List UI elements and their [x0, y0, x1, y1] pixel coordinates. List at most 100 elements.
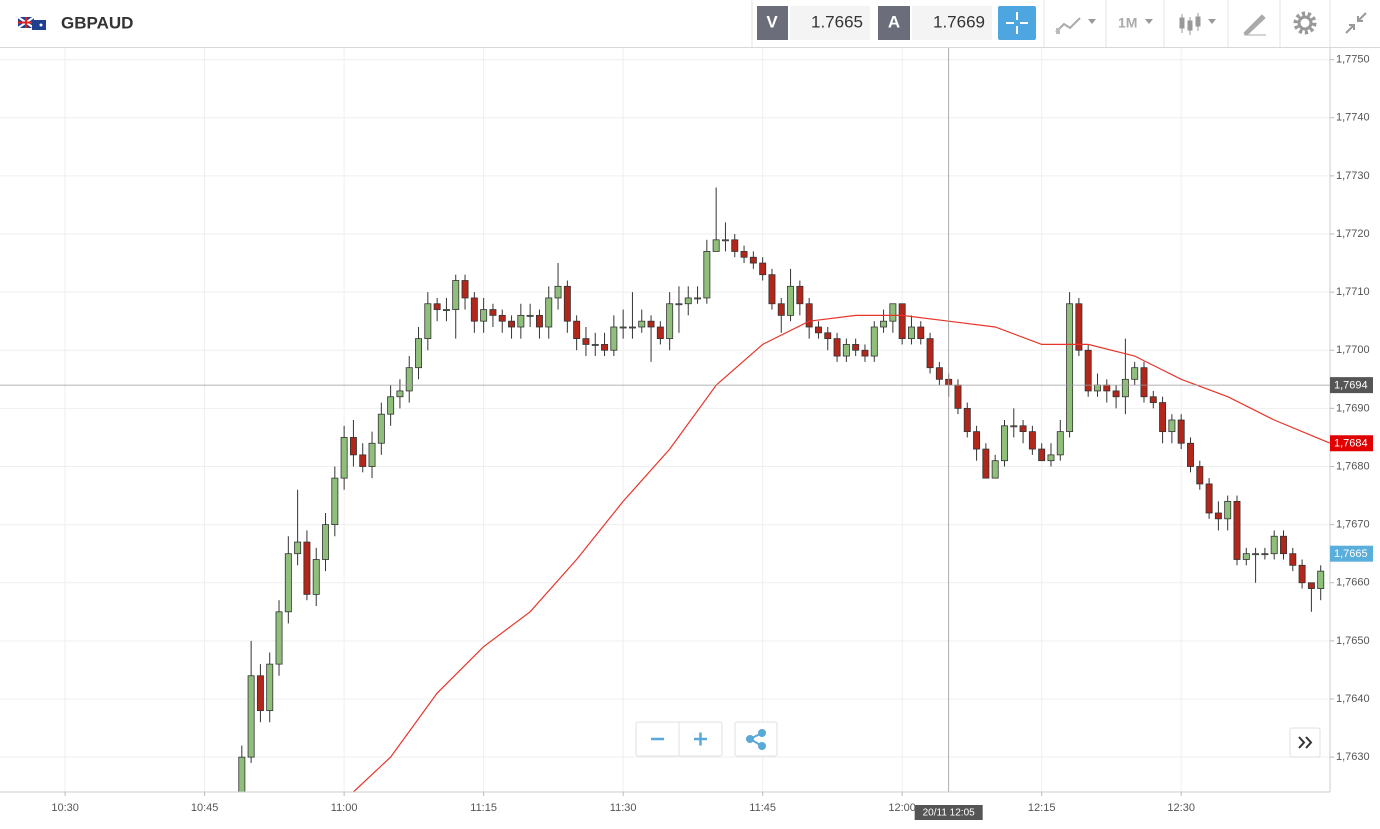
- candle-body: [1140, 367, 1148, 398]
- candle-body: [517, 314, 525, 328]
- y-tick-label: 1,7750: [1336, 54, 1370, 66]
- candle-body: [666, 303, 674, 340]
- candle-body: [1121, 378, 1129, 398]
- candle-body: [1307, 582, 1315, 589]
- candle-body: [861, 349, 869, 357]
- candle-body: [1001, 425, 1008, 462]
- candle-body: [740, 251, 748, 258]
- candle-body: [1159, 402, 1167, 433]
- grid: [0, 48, 1330, 792]
- candle-body: [582, 338, 590, 345]
- x-tick-label: 10:45: [191, 802, 219, 814]
- candle-body: [805, 303, 813, 328]
- y-tick-label: 1,7730: [1336, 170, 1370, 182]
- y-tick-label: 1,7680: [1336, 460, 1370, 472]
- candle-body: [880, 320, 888, 328]
- candle-body: [1149, 396, 1157, 403]
- y-tick-label: 1,7690: [1336, 402, 1370, 414]
- candle-body: [1242, 553, 1250, 560]
- price-tag: [1330, 545, 1373, 562]
- time-tag: [914, 805, 983, 820]
- crosshair-button[interactable]: [998, 6, 1036, 40]
- candle-body: [1094, 384, 1101, 392]
- y-tick-label: 1,7740: [1336, 112, 1370, 124]
- y-tick-label: 1,7630: [1336, 751, 1370, 763]
- x-tick-label: 12:15: [1028, 802, 1056, 814]
- x-tick-label: 11:00: [331, 802, 358, 814]
- candle-body: [238, 756, 246, 792]
- candle-body: [1205, 483, 1213, 514]
- candle-body: [675, 303, 683, 306]
- candle-body: [1019, 425, 1027, 433]
- candle-body: [526, 314, 534, 317]
- ask-box: [912, 6, 992, 40]
- candle-body: [824, 332, 832, 340]
- candle-body: [284, 553, 292, 613]
- candle-body: [889, 303, 897, 322]
- candle-body: [628, 326, 636, 329]
- bid-button[interactable]: [757, 6, 788, 40]
- share-button[interactable]: [734, 721, 778, 757]
- candle-body: [1103, 384, 1111, 392]
- candle-body: [1196, 466, 1204, 485]
- price-tag-label: 1,7694: [1334, 380, 1368, 392]
- candle-body: [340, 437, 348, 479]
- candle-body: [656, 326, 664, 340]
- candle-body: [554, 285, 562, 299]
- candle-body: [935, 367, 943, 380]
- candle-body: [480, 309, 488, 322]
- candle-body: [563, 285, 571, 322]
- candle-body: [1028, 431, 1036, 450]
- candle-body: [573, 320, 581, 340]
- y-tick-label: 1,7720: [1336, 228, 1370, 240]
- candle-body: [349, 437, 357, 456]
- candle-body: [1038, 448, 1046, 462]
- plot: [0, 48, 1330, 792]
- bid-label: V: [766, 12, 778, 31]
- ask-label: A: [888, 12, 900, 31]
- timeframe-button[interactable]: 1M: [1118, 15, 1137, 31]
- candle-body: [684, 297, 692, 305]
- x-tick-label: 11:45: [749, 802, 776, 814]
- candle-body: [1317, 570, 1325, 589]
- candle-body: [787, 285, 795, 316]
- scroll-icon: [1298, 736, 1313, 749]
- candle-body: [1168, 419, 1176, 433]
- candle-body: [266, 663, 274, 712]
- candle-body: [545, 297, 553, 328]
- candle-body: [601, 344, 609, 351]
- candle-body: [377, 413, 385, 444]
- draw-button[interactable]: [1243, 14, 1266, 36]
- candle-body: [982, 448, 990, 479]
- candle-body: [424, 303, 432, 340]
- candle-body: [749, 256, 757, 264]
- candle-body: [777, 303, 785, 316]
- candle-body: [303, 541, 311, 595]
- candle-body: [294, 541, 302, 555]
- candle-body: [731, 239, 739, 252]
- ask-button[interactable]: [878, 6, 910, 40]
- candle-body: [1280, 535, 1287, 555]
- share-icon: [746, 729, 766, 750]
- settings-button[interactable]: [1293, 11, 1317, 35]
- ask-price: 1.7669: [933, 12, 985, 31]
- candle-body: [870, 326, 878, 357]
- candle-body: [619, 326, 627, 329]
- candle-body: [247, 675, 255, 758]
- candle-body: [1224, 500, 1232, 520]
- candle-body: [1270, 535, 1278, 555]
- chart-type-button[interactable]: [1055, 17, 1096, 34]
- candle-body: [963, 407, 971, 433]
- candle-style-button[interactable]: [1179, 13, 1216, 35]
- x-tick-label: 12:00: [888, 802, 916, 814]
- candle-body: [907, 326, 915, 340]
- candle-body: [508, 320, 516, 328]
- collapse-button[interactable]: [1345, 12, 1367, 34]
- candle-body: [368, 442, 376, 467]
- candle-body: [638, 320, 646, 328]
- price-tag: [1330, 435, 1373, 452]
- x-tick-label: 12:30: [1167, 802, 1195, 814]
- candle-body: [591, 344, 599, 346]
- zoom-in-button[interactable]: [694, 732, 707, 746]
- bid-box: [790, 6, 870, 40]
